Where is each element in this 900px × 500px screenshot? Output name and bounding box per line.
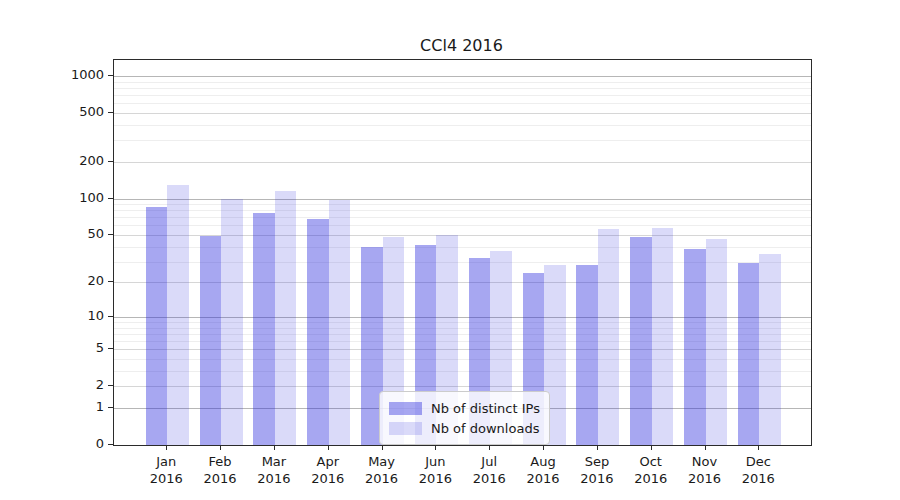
legend-swatch-distinct-ips [389, 402, 422, 415]
y-tick-mark-0 [108, 444, 113, 445]
gridline-minor [114, 140, 811, 141]
gridline-minor [114, 82, 811, 83]
y-tick-label-0: 0 [0, 436, 104, 452]
bar-downloads-feb [221, 199, 243, 445]
gridline-500 [114, 113, 811, 114]
gridline-minor [114, 210, 811, 211]
bar-distinct-ips-apr [307, 219, 329, 445]
y-tick-label-10: 10 [0, 308, 104, 324]
y-tick-label-2: 2 [0, 377, 104, 393]
bar-distinct-ips-feb [200, 236, 222, 445]
y-tick-label-20: 20 [0, 273, 104, 289]
y-tick-mark-1000 [108, 75, 113, 76]
bar-distinct-ips-jan [146, 207, 168, 445]
x-tick-mark-aug [543, 445, 544, 450]
gridline-minor [114, 204, 811, 205]
bar-distinct-ips-nov [684, 249, 706, 445]
x-tick-mark-oct [651, 445, 652, 450]
x-tick-mark-may [382, 445, 383, 450]
x-tick-mark-jun [435, 445, 436, 450]
y-tick-mark-10 [108, 316, 113, 317]
bar-distinct-ips-dec [738, 263, 760, 445]
y-tick-mark-20 [108, 281, 113, 282]
figure: CCl4 2016 Nb of distinct IPs Nb of downl… [0, 0, 900, 500]
gridline-100 [114, 199, 811, 200]
legend-label-downloads: Nb of downloads [431, 421, 539, 436]
gridline-minor [114, 103, 811, 104]
y-tick-label-500: 500 [0, 104, 104, 120]
x-tick-mark-sep [597, 445, 598, 450]
plot-area: Nb of distinct IPs Nb of downloads [113, 59, 812, 446]
y-tick-label-200: 200 [0, 153, 104, 169]
x-tick-mark-dec [758, 445, 759, 450]
y-tick-label-1: 1 [0, 399, 104, 415]
y-tick-mark-500 [108, 112, 113, 113]
x-tick-mark-jul [489, 445, 490, 450]
y-tick-label-50: 50 [0, 226, 104, 242]
legend-swatch-downloads [389, 422, 422, 435]
x-tick-mark-jan [166, 445, 167, 450]
legend-entry-downloads: Nb of downloads [389, 418, 540, 438]
y-tick-mark-50 [108, 234, 113, 235]
x-tick-mark-apr [328, 445, 329, 450]
y-tick-label-100: 100 [0, 190, 104, 206]
legend: Nb of distinct IPs Nb of downloads [379, 391, 550, 445]
gridline-minor [114, 88, 811, 89]
bar-downloads-nov [706, 239, 728, 445]
bar-downloads-mar [275, 191, 297, 445]
x-tick-mark-mar [274, 445, 275, 450]
gridline-minor [114, 217, 811, 218]
y-tick-mark-200 [108, 161, 113, 162]
bar-downloads-dec [759, 254, 781, 445]
gridline-200 [114, 162, 811, 163]
gridline-1000 [114, 76, 811, 77]
bar-distinct-ips-sep [576, 265, 598, 445]
y-tick-label-5: 5 [0, 340, 104, 356]
legend-entry-distinct-ips: Nb of distinct IPs [389, 398, 540, 418]
y-tick-mark-2 [108, 385, 113, 386]
x-tick-mark-nov [705, 445, 706, 450]
y-tick-mark-1 [108, 407, 113, 408]
y-tick-label-1000: 1000 [0, 67, 104, 83]
bar-downloads-apr [329, 200, 351, 446]
chart-title: CCl4 2016 [113, 36, 810, 55]
gridline-minor [114, 225, 811, 226]
gridline-minor [114, 95, 811, 96]
gridline-minor [114, 125, 811, 126]
bar-downloads-sep [598, 229, 620, 445]
y-tick-mark-5 [108, 348, 113, 349]
y-tick-mark-100 [108, 198, 113, 199]
bar-distinct-ips-mar [253, 213, 275, 445]
bar-distinct-ips-oct [630, 237, 652, 445]
bar-downloads-jan [167, 185, 189, 445]
legend-label-distinct-ips: Nb of distinct IPs [431, 401, 540, 416]
x-tick-label-dec: Dec 2016 [726, 453, 790, 487]
x-tick-mark-feb [220, 445, 221, 450]
bar-downloads-oct [652, 228, 674, 445]
